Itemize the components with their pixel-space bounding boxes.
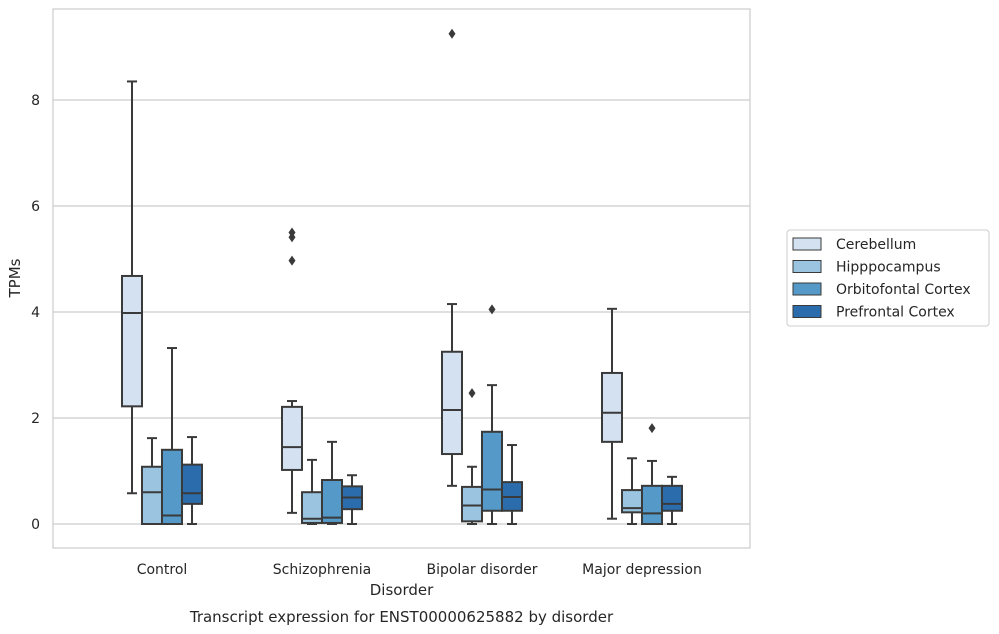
- legend-label: Orbitofontal Cortex: [836, 282, 971, 298]
- box-cerebellum: [121, 80, 143, 495]
- box-body: [441, 350, 463, 456]
- plot-frame: [52, 8, 751, 549]
- box-prefrontal-cortex: [181, 436, 203, 525]
- box-cerebellum: [441, 28, 463, 487]
- outlier-point: [288, 255, 296, 266]
- y-tick-label: 6: [31, 199, 40, 215]
- legend-swatch: [792, 237, 822, 251]
- box-hipppocampus: [461, 388, 483, 525]
- box-body: [601, 371, 623, 443]
- box-body: [161, 448, 183, 525]
- y-tick-label: 2: [31, 411, 40, 427]
- legend: Cerebellum Hipppocampus Orbitofontal Corte…: [786, 229, 990, 327]
- x-axis-ticks: Control Schizophrenia Bipolar disorder Majo…: [137, 562, 702, 578]
- box-prefrontal-cortex: [501, 444, 523, 525]
- x-tick-label: Major depression: [582, 562, 702, 578]
- legend-frame: [786, 229, 990, 327]
- outlier-point: [468, 388, 476, 399]
- y-tick-label: 4: [31, 305, 40, 321]
- box-orbitofontal-cortex: [321, 440, 343, 525]
- y-tick-label: 0: [31, 517, 40, 533]
- box-plot-area: [121, 28, 683, 526]
- box-orbitofontal-cortex: [481, 304, 503, 525]
- outlier-point: [648, 423, 656, 434]
- box-body: [321, 479, 343, 524]
- outlier-point: [288, 227, 296, 238]
- legend-swatch: [792, 305, 822, 318]
- box-body: [661, 484, 683, 512]
- box-hipppocampus: [621, 457, 643, 525]
- x-tick-label: Schizophrenia: [273, 562, 371, 578]
- y-tick-label: 8: [31, 93, 40, 109]
- box-body: [461, 485, 483, 523]
- outlier-point: [488, 304, 496, 315]
- box-body: [181, 463, 203, 505]
- y-axis-label: TPMs: [6, 258, 24, 298]
- outlier-point: [448, 28, 456, 39]
- x-tick-label: Bipolar disorder: [426, 562, 537, 578]
- box-cerebellum: [281, 227, 303, 514]
- box-body: [641, 484, 663, 525]
- box-body: [281, 405, 303, 471]
- box-body: [141, 465, 163, 526]
- y-axis-ticks: 0 2 4 6 8: [31, 93, 40, 533]
- legend-label: Prefrontal Cortex: [836, 305, 955, 321]
- box-body: [121, 274, 143, 408]
- box-body: [481, 430, 503, 512]
- chart-title: Transcript expression for ENST0000062588…: [189, 608, 614, 626]
- box-orbitofontal-cortex: [161, 347, 183, 525]
- box-prefrontal-cortex: [661, 475, 683, 525]
- box-prefrontal-cortex: [341, 474, 363, 525]
- legend-swatch: [792, 260, 822, 273]
- box-orbitofontal-cortex: [641, 423, 663, 525]
- x-axis-label: Disorder: [370, 581, 434, 599]
- box-cerebellum: [601, 307, 623, 520]
- legend-label: Cerebellum: [836, 237, 916, 253]
- legend-label: Hipppocampus: [836, 260, 941, 276]
- x-tick-label: Control: [137, 562, 188, 578]
- legend-swatch: [792, 282, 822, 296]
